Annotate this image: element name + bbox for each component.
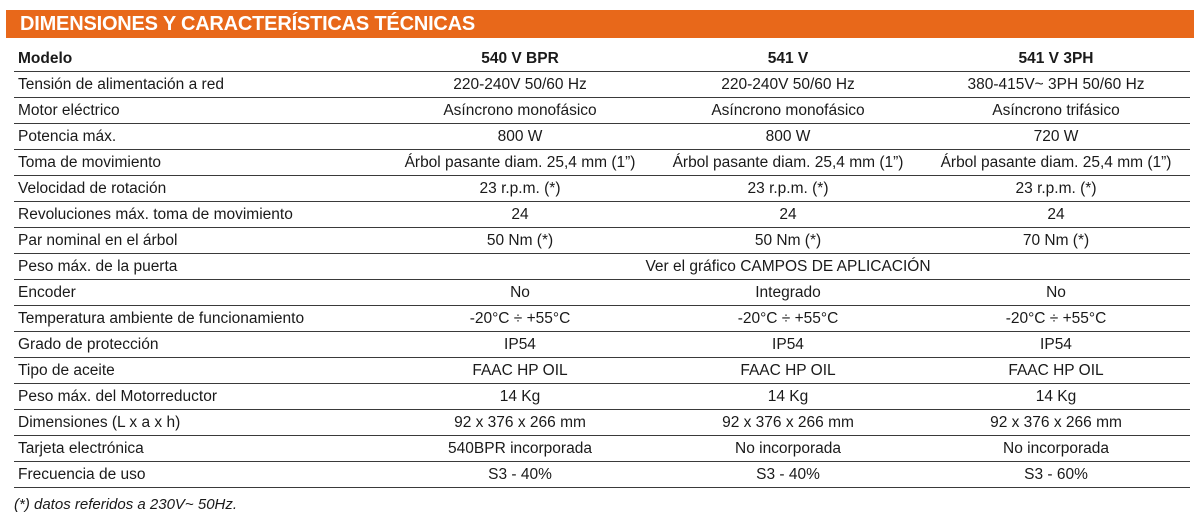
row-label: Peso máx. de la puerta	[14, 253, 386, 280]
column-header-541-v-3ph: 541 V 3PH	[922, 46, 1190, 72]
row-value: 220-240V 50/60 Hz	[654, 71, 922, 98]
row-value: 800 W	[654, 123, 922, 150]
row-value: 380-415V~ 3PH 50/60 Hz	[922, 71, 1190, 98]
table-row: Encoder No Integrado No	[14, 279, 1190, 306]
row-value: S3 - 60%	[922, 461, 1190, 488]
column-header-model: Modelo	[14, 46, 386, 72]
row-value: Árbol pasante diam. 25,4 mm (1”)	[654, 149, 922, 176]
column-header-540-v-bpr: 540 V BPR	[386, 46, 654, 72]
table-row: Toma de movimiento Árbol pasante diam. 25…	[14, 149, 1190, 176]
row-value: 24	[654, 201, 922, 228]
row-value: 50 Nm (*)	[386, 227, 654, 254]
row-value: 14 Kg	[386, 383, 654, 410]
table-row: Peso máx. de la puerta Ver el gráfico CAM…	[14, 253, 1190, 280]
row-value: 92 x 376 x 266 mm	[386, 409, 654, 436]
table-row: Frecuencia de uso S3 - 40% S3 - 40% S3 - 60…	[14, 461, 1190, 488]
row-label: Velocidad de rotación	[14, 175, 386, 202]
row-label: Tarjeta electrónica	[14, 435, 386, 462]
row-label: Encoder	[14, 279, 386, 306]
row-value: Asíncrono monofásico	[654, 97, 922, 124]
row-label: Grado de protección	[14, 331, 386, 358]
table-row: Grado de protección IP54 IP54 IP54	[14, 331, 1190, 358]
row-value: No	[386, 279, 654, 306]
row-value: FAAC HP OIL	[654, 357, 922, 384]
row-value: 23 r.p.m. (*)	[386, 175, 654, 202]
table-row: Tarjeta electrónica 540BPR incorporada No …	[14, 435, 1190, 462]
table-row: Tensión de alimentación a red 220-240V 50…	[14, 71, 1190, 98]
row-value: 92 x 376 x 266 mm	[922, 409, 1190, 436]
row-value: -20°C ÷ +55°C	[654, 305, 922, 332]
row-value: FAAC HP OIL	[922, 357, 1190, 384]
row-value: 24	[922, 201, 1190, 228]
specs-table: Modelo 540 V BPR 541 V 541 V 3PH Tensión…	[14, 46, 1190, 488]
row-value: No	[922, 279, 1190, 306]
row-label: Par nominal en el árbol	[14, 227, 386, 254]
table-row: Revoluciones máx. toma de movimiento 24 24…	[14, 201, 1190, 228]
row-label: Toma de movimiento	[14, 149, 386, 176]
table-row: Peso máx. del Motorreductor 14 Kg 14 Kg 14 …	[14, 383, 1190, 410]
row-label: Tensión de alimentación a red	[14, 71, 386, 98]
row-value: -20°C ÷ +55°C	[922, 305, 1190, 332]
row-label: Revoluciones máx. toma de movimiento	[14, 201, 386, 228]
row-value: 14 Kg	[654, 383, 922, 410]
row-value: S3 - 40%	[654, 461, 922, 488]
row-value: Árbol pasante diam. 25,4 mm (1”)	[922, 149, 1190, 176]
specs-table-body: Tensión de alimentación a red 220-240V 50…	[14, 71, 1190, 488]
row-value: 70 Nm (*)	[922, 227, 1190, 254]
row-label: Dimensiones (L x a x h)	[14, 409, 386, 436]
row-label: Potencia máx.	[14, 123, 386, 150]
section-title: DIMENSIONES Y CARACTERÍSTICAS TÉCNICAS	[6, 10, 1194, 38]
row-value: FAAC HP OIL	[386, 357, 654, 384]
row-value: IP54	[386, 331, 654, 358]
row-value: 540BPR incorporada	[386, 435, 654, 462]
table-row: Velocidad de rotación 23 r.p.m. (*) 23 r.p…	[14, 175, 1190, 202]
table-row: Tipo de aceite FAAC HP OIL FAAC HP OIL FAAC…	[14, 357, 1190, 384]
row-value: 23 r.p.m. (*)	[922, 175, 1190, 202]
row-label: Peso máx. del Motorreductor	[14, 383, 386, 410]
row-value: 720 W	[922, 123, 1190, 150]
footnote: (*) datos referidos a 230V~ 50Hz.	[14, 496, 238, 513]
row-label: Temperatura ambiente de funcionamiento	[14, 305, 386, 332]
row-value: IP54	[922, 331, 1190, 358]
row-value: 800 W	[386, 123, 654, 150]
row-value: 24	[386, 201, 654, 228]
row-value: Asíncrono trifásico	[922, 97, 1190, 124]
table-row: Temperatura ambiente de funcionamiento -2…	[14, 305, 1190, 332]
row-value-span: Ver el gráfico CAMPOS DE APLICACIÓN	[386, 253, 1190, 280]
row-label: Motor eléctrico	[14, 97, 386, 124]
table-row: Potencia máx. 800 W 800 W 720 W	[14, 123, 1190, 150]
row-value: IP54	[654, 331, 922, 358]
table-row: Motor eléctrico Asíncrono monofásico Asínc…	[14, 97, 1190, 124]
table-row: Par nominal en el árbol 50 Nm (*) 50 Nm (*…	[14, 227, 1190, 254]
row-value: S3 - 40%	[386, 461, 654, 488]
row-label: Tipo de aceite	[14, 357, 386, 384]
table-row: Dimensiones (L x a x h) 92 x 376 x 266 mm…	[14, 409, 1190, 436]
table-header-row: Modelo 540 V BPR 541 V 541 V 3PH	[14, 46, 1190, 72]
row-value: -20°C ÷ +55°C	[386, 305, 654, 332]
row-value: Árbol pasante diam. 25,4 mm (1”)	[386, 149, 654, 176]
row-value: 50 Nm (*)	[654, 227, 922, 254]
row-value: 23 r.p.m. (*)	[654, 175, 922, 202]
row-value: 92 x 376 x 266 mm	[654, 409, 922, 436]
row-value: Asíncrono monofásico	[386, 97, 654, 124]
row-value: 220-240V 50/60 Hz	[386, 71, 654, 98]
row-value: No incorporada	[654, 435, 922, 462]
row-value: Integrado	[654, 279, 922, 306]
row-value: No incorporada	[922, 435, 1190, 462]
column-header-541-v: 541 V	[654, 46, 922, 72]
row-label: Frecuencia de uso	[14, 461, 386, 488]
row-value: 14 Kg	[922, 383, 1190, 410]
